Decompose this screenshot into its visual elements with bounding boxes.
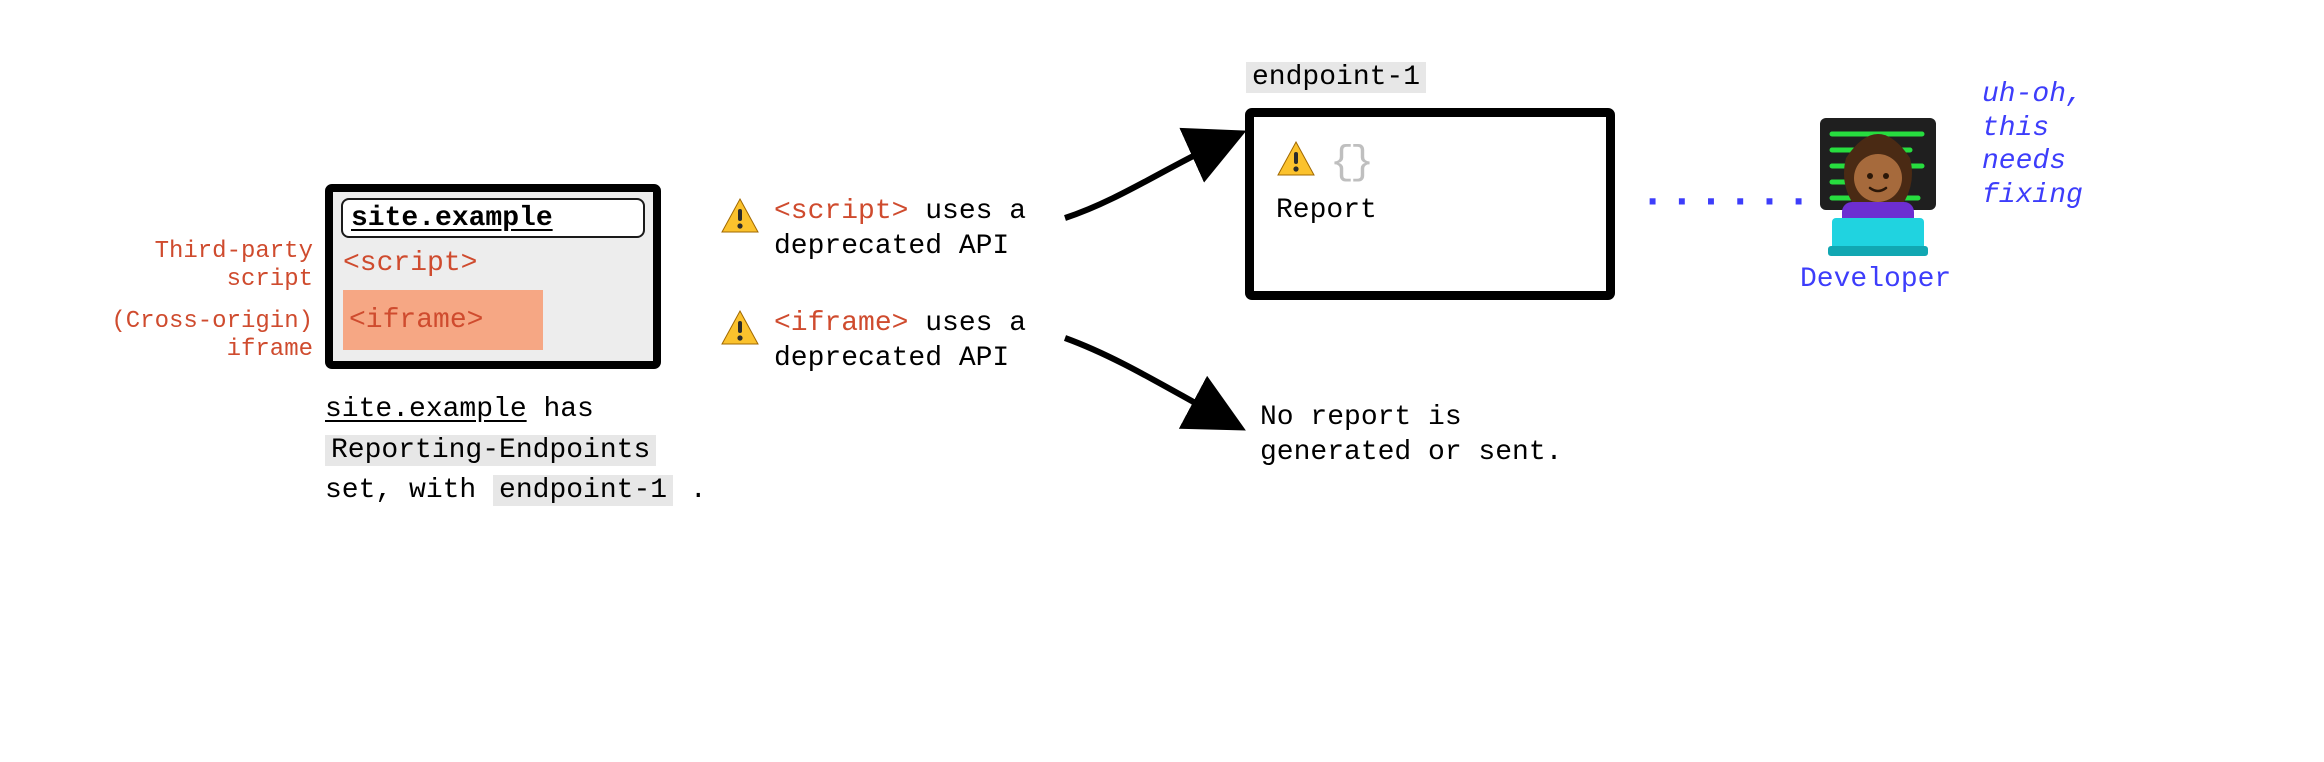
message-iframe-tag: <iframe>: [774, 308, 908, 339]
arrow-to-endpoint: [1060, 130, 1245, 225]
message-script-tag: <script>: [774, 196, 908, 227]
dotted-connector: ······: [1640, 178, 1815, 226]
caption-line3-post: .: [673, 475, 707, 506]
no-report-text: No report is generated or sent.: [1260, 400, 1562, 470]
warning-icon: [1276, 139, 1316, 188]
caption-line3-pre: set, with: [325, 475, 493, 506]
developer-label: Developer: [1800, 264, 1951, 295]
endpoint-name-label: endpoint-1: [1246, 60, 1426, 95]
browser-window: site.example <script> <iframe>: [325, 184, 661, 369]
caption-site: site.example: [325, 394, 527, 425]
arrow-to-noreport: [1060, 330, 1245, 430]
developer-avatar: [1798, 100, 1958, 260]
address-bar: site.example: [341, 198, 645, 238]
diagram-stage: Third-party script (Cross-origin) iframe…: [0, 0, 2324, 762]
script-tag-text: <script>: [343, 248, 477, 279]
braces-icon: {}: [1330, 141, 1370, 186]
caption-line1-rest: has: [527, 394, 594, 425]
message-iframe-deprecated: <iframe> uses a deprecated API: [774, 306, 1026, 376]
caption-reporting-endpoints: Reporting-Endpoints: [325, 435, 656, 466]
caption-endpoint-1: endpoint-1: [493, 475, 673, 506]
report-label: Report: [1276, 195, 1377, 226]
warning-icon: [720, 308, 760, 348]
developer-thought: uh-oh, this needs fixing: [1982, 78, 2083, 212]
address-url: site.example: [351, 203, 553, 234]
warning-icon: [720, 196, 760, 236]
endpoint-window: {} Report: [1245, 108, 1615, 300]
annotation-cross-origin-iframe: (Cross-origin) iframe: [88, 308, 313, 363]
iframe-tag-text: <iframe>: [349, 305, 483, 336]
iframe-box: <iframe>: [343, 290, 543, 350]
endpoint-name: endpoint-1: [1246, 62, 1426, 93]
browser-caption: site.example has Reporting-Endpoints set…: [325, 390, 707, 512]
annotation-third-party-script: Third-party script: [88, 238, 313, 293]
message-script-deprecated: <script> uses a deprecated API: [774, 194, 1026, 264]
